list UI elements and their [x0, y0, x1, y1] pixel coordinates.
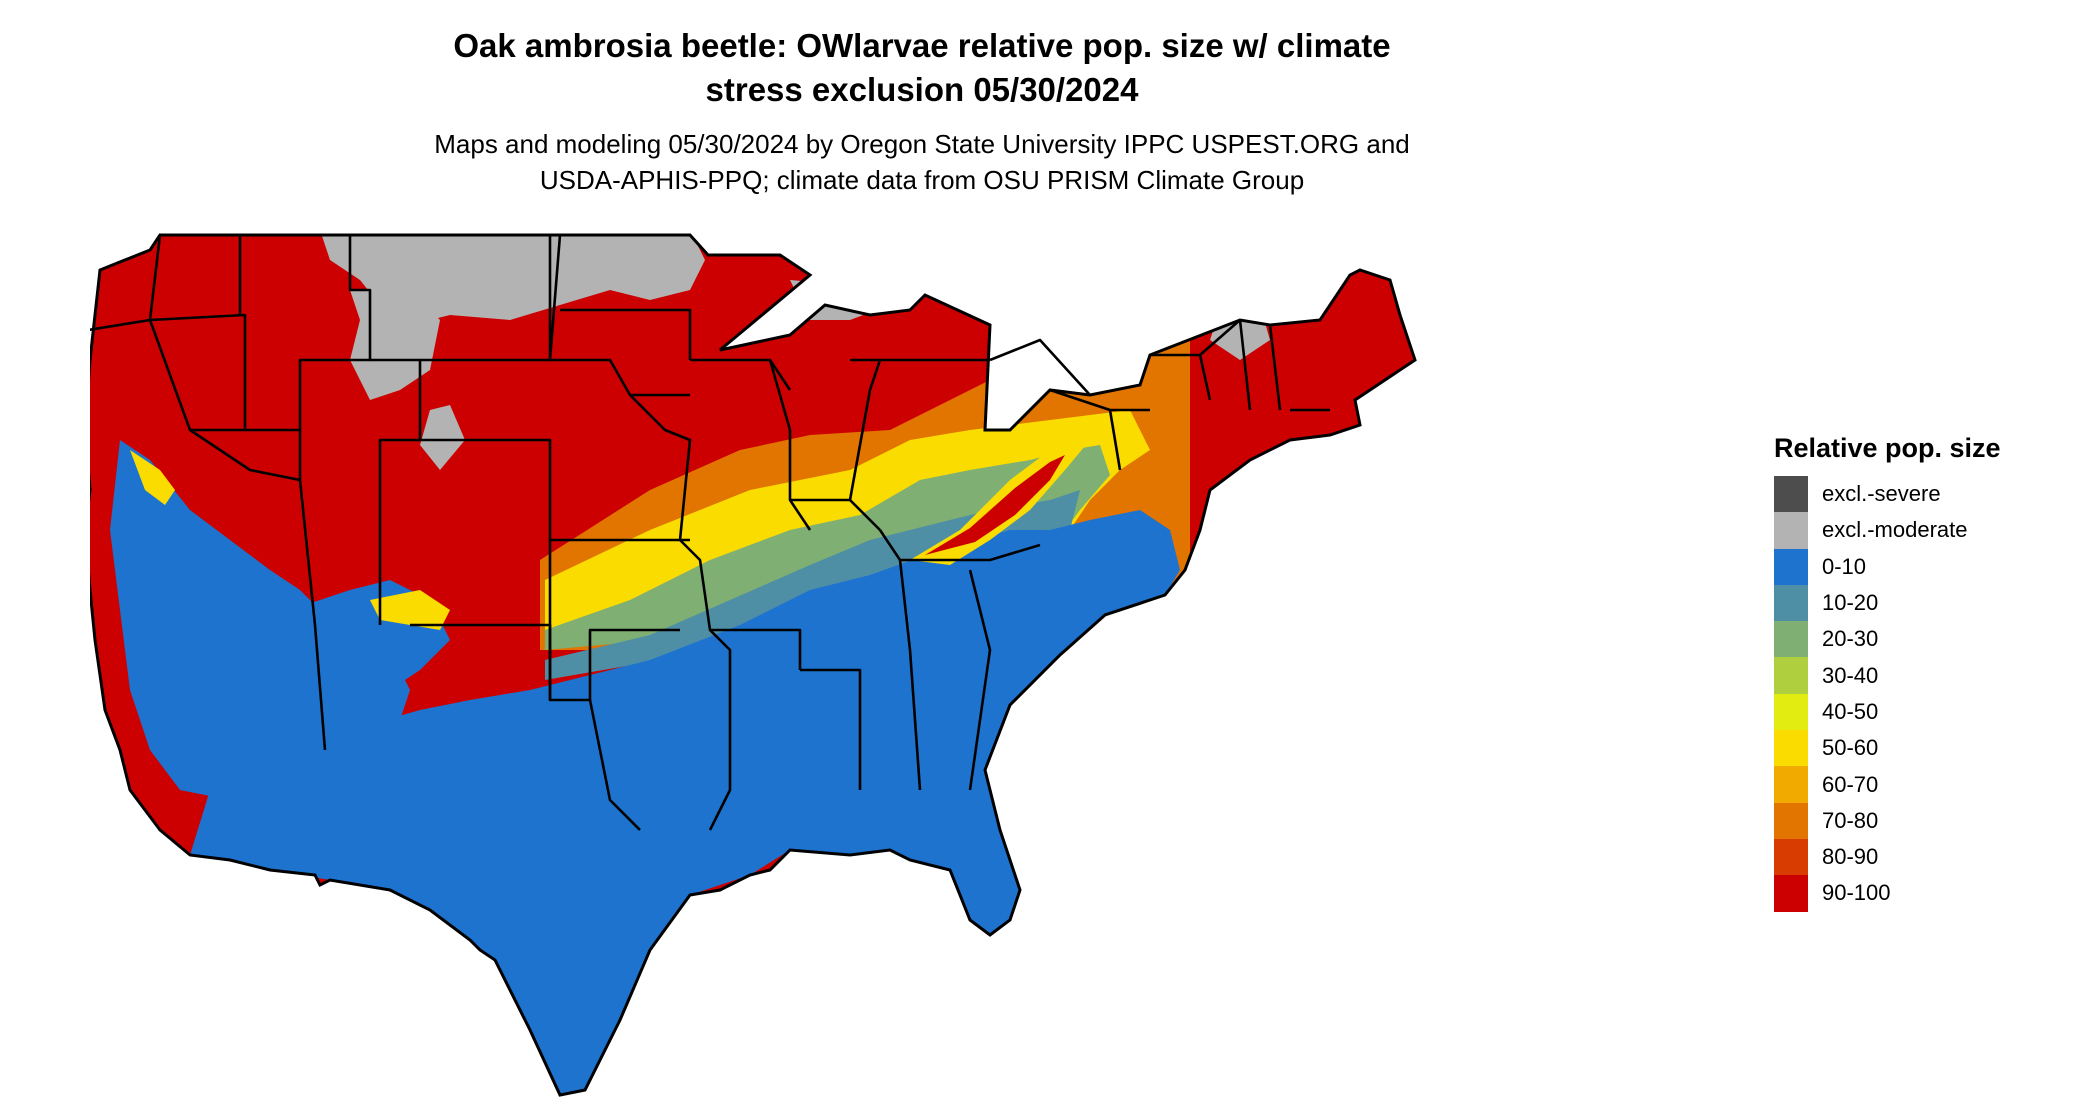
state-border — [420, 438, 552, 540]
state-border — [878, 529, 1041, 562]
state-border — [560, 308, 692, 360]
state-border — [800, 668, 862, 790]
state-border — [1199, 319, 1241, 356]
legend-item: 20-30 — [1774, 621, 2094, 658]
legend-label: 10-20 — [1822, 590, 1879, 616]
legend-label: 0-10 — [1822, 553, 1867, 579]
legend-item: 60-70 — [1774, 766, 2094, 803]
legend-item: 30-40 — [1774, 657, 2094, 694]
legend: Relative pop. size excl.-severe excl.-mod… — [1774, 430, 2094, 912]
legend-swatch — [1774, 802, 1808, 839]
zone-appalachian-core — [925, 455, 1065, 555]
legend-swatch — [1774, 548, 1808, 585]
state-border — [313, 624, 327, 751]
legend-label: 50-60 — [1822, 735, 1879, 761]
exclusion-colorado — [420, 405, 465, 470]
legend-items: excl.-severe excl.-moderate 0-10 10-20 20-30… — [1774, 476, 2094, 912]
legend-item: 50-60 — [1774, 730, 2094, 767]
zone-10-20 — [545, 490, 1080, 680]
country-outline — [90, 233, 1417, 1097]
legend-item: 70-80 — [1774, 802, 2094, 839]
zone-southwest-yellow — [370, 590, 450, 630]
legend-label: 60-70 — [1822, 771, 1879, 797]
legend-item: 40-50 — [1774, 693, 2094, 731]
state-border — [710, 628, 802, 670]
us-population-map — [90, 233, 1417, 1097]
legend-swatch — [1774, 584, 1808, 622]
legend-title: Relative pop. size — [1774, 433, 2001, 463]
legend-label: 40-50 — [1822, 698, 1879, 724]
state-border — [149, 313, 247, 405]
legend-item: excl.-severe — [1774, 476, 2094, 513]
zone-0-10-southwest — [110, 440, 410, 800]
state-border — [968, 569, 992, 791]
state-border — [588, 628, 680, 700]
zone-appalachian-ridge — [910, 430, 1090, 565]
legend-label: 80-90 — [1822, 844, 1879, 870]
map-subtitle-line-2: USDA-APHIS-PPQ; climate data from OSU PR… — [539, 165, 1305, 195]
legend-label: 90-100 — [1822, 880, 1891, 906]
legend-label: 70-80 — [1822, 807, 1879, 833]
state-border — [1268, 324, 1282, 411]
legend-swatch — [1774, 512, 1808, 549]
legend-label: excl.-severe — [1822, 481, 1941, 507]
legend-label: 30-40 — [1822, 662, 1879, 688]
legend-swatch — [1774, 875, 1808, 912]
legend-label: excl.-moderate — [1822, 517, 1968, 543]
legend-swatch — [1774, 657, 1808, 694]
legend-swatch — [1774, 476, 1808, 513]
zone-coast-yellow — [130, 450, 175, 505]
legend-item: 90-100 — [1774, 875, 2094, 912]
exclusion-wyoming — [350, 290, 440, 400]
map-title-line-1: Oak ambrosia beetle: OWlarvae relative p… — [453, 27, 1391, 64]
legend-swatch — [1774, 693, 1808, 731]
state-border — [768, 359, 812, 531]
map-title-line-2: stress exclusion 05/30/2024 — [705, 71, 1139, 108]
map-subtitle-line-1: Maps and modeling 05/30/2024 by Oregon S… — [434, 129, 1410, 159]
state-border — [989, 338, 1091, 396]
state-border — [898, 559, 922, 791]
legend-item: 0-10 — [1774, 548, 2094, 585]
state-border — [679, 539, 732, 831]
state-border — [548, 234, 562, 361]
state-border — [548, 235, 690, 397]
state-border — [848, 359, 882, 501]
legend-swatch — [1774, 621, 1808, 658]
legend-item: excl.-moderate — [1774, 512, 2094, 549]
state-border — [1108, 409, 1122, 471]
state-border — [629, 394, 692, 541]
state-border — [1238, 319, 1252, 411]
state-border — [298, 235, 372, 430]
legend-swatch — [1774, 766, 1808, 803]
zone-0-10 — [190, 510, 1180, 1095]
legend-swatch — [1774, 730, 1808, 767]
legend-item: 80-90 — [1774, 838, 2094, 876]
legend-label: 20-30 — [1822, 626, 1879, 652]
legend-swatch — [1774, 838, 1808, 876]
state-border — [148, 319, 317, 626]
legend-item: 10-20 — [1774, 584, 2094, 622]
state-borders — [90, 234, 1330, 831]
